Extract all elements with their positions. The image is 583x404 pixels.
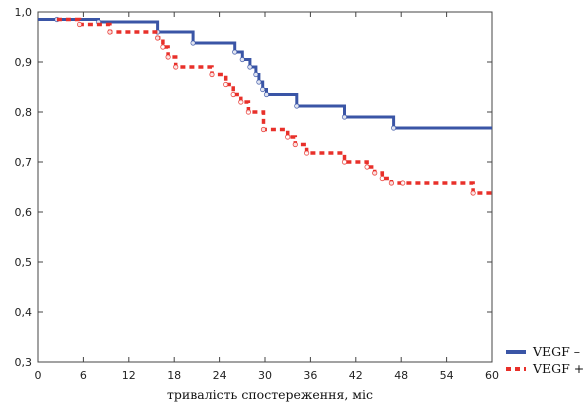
censor-marker-vegf-pos <box>165 54 171 60</box>
censor-marker-vegf-neg <box>263 91 270 98</box>
y-tick-label: 0,6 <box>15 206 33 219</box>
censor-marker-vegf-pos <box>379 175 385 182</box>
censor-marker-vegf-neg <box>247 64 253 70</box>
censor-marker-vegf-pos <box>388 180 394 186</box>
censor-marker-vegf-pos <box>372 170 378 176</box>
x-axis: 0 6 12 18 24 30 36 42 48 54 60 <box>35 12 499 382</box>
x-tick-label: 42 <box>349 369 363 382</box>
censor-marker-vegf-neg <box>232 49 238 55</box>
y-tick-label: 1,0 <box>15 6 33 19</box>
legend-label-vegf-pos: VEGF + <box>532 361 583 376</box>
x-axis-title: тривалість спостереження, міс <box>167 387 373 402</box>
y-tick-label: 0,9 <box>15 56 33 69</box>
y-tick-label: 0,5 <box>15 256 33 269</box>
y-tick-label: 0,4 <box>15 306 33 319</box>
x-tick-label: 6 <box>80 369 87 382</box>
x-tick-label: 18 <box>167 369 181 382</box>
censor-marker-vegf-pos <box>223 81 229 88</box>
censor-marker-vegf-neg <box>390 125 397 131</box>
censor-marker-vegf-neg <box>294 103 300 109</box>
y-axis: 0,3 0,4 0,5 0,6 0,7 0,8 0,9 1,0 <box>15 6 492 369</box>
legend-label-vegf-neg: VEGF – <box>532 344 580 359</box>
censor-marker-vegf-pos <box>285 134 291 140</box>
censor-marker-vegf-pos <box>400 180 406 186</box>
censor-marker-vegf-neg <box>239 56 245 63</box>
censor-marker-vegf-pos <box>77 21 83 28</box>
y-tick-label: 0,7 <box>15 156 33 169</box>
censor-marker-vegf-neg <box>190 40 196 46</box>
x-tick-label: 54 <box>440 369 454 382</box>
x-tick-label: 48 <box>394 369 408 382</box>
y-tick-label: 0,8 <box>15 106 33 119</box>
x-tick-label: 60 <box>485 369 499 382</box>
x-tick-label: 0 <box>35 369 42 382</box>
censor-marker-vegf-pos <box>230 91 236 98</box>
censor-marker-vegf-pos <box>107 29 113 35</box>
censor-marker-vegf-pos <box>173 64 179 70</box>
censor-marker-vegf-pos <box>155 35 161 41</box>
censor-marker-vegf-pos <box>364 164 370 170</box>
censor-marker-vegf-pos <box>470 190 476 196</box>
y-tick-label: 0,3 <box>15 356 33 369</box>
x-tick-label: 12 <box>122 369 136 382</box>
censor-marker-vegf-pos <box>245 109 251 115</box>
censor-marker-vegf-pos <box>260 126 267 133</box>
censor-marker-vegf-pos <box>303 150 310 156</box>
x-tick-label: 36 <box>303 369 317 382</box>
plot-series <box>38 16 492 196</box>
x-tick-label: 24 <box>213 369 227 382</box>
x-tick-label: 30 <box>258 369 272 382</box>
series-line-vegf-neg <box>38 18 492 130</box>
censor-marker-vegf-pos <box>209 71 215 78</box>
censor-marker-vegf-pos <box>238 99 244 105</box>
plot-frame <box>37 11 493 363</box>
censor-marker-vegf-pos <box>292 141 298 148</box>
censor-marker-vegf-neg <box>256 79 262 85</box>
censor-marker-vegf-pos <box>160 44 166 50</box>
censor-marker-vegf-neg <box>341 114 348 120</box>
censor-marker-vegf-neg <box>253 71 259 78</box>
censor-marker-vegf-pos <box>341 159 348 165</box>
censor-marker-vegf-neg <box>260 86 266 93</box>
legend: VEGF – VEGF + <box>506 344 583 376</box>
